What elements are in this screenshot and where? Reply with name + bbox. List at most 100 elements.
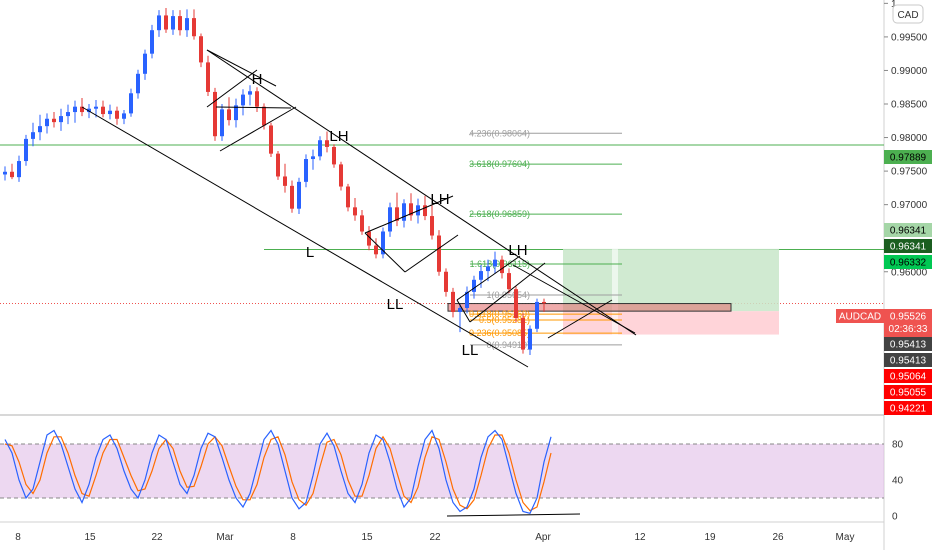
candle-body <box>143 53 147 74</box>
axis-layer: 1 0.99500 0.99000 0.98500 0.98000 0.97500 0.97… <box>15 0 927 543</box>
fib-layer: 4.236(0.98064) 3.618(0.97604) 2.618(0.9685… <box>469 128 622 350</box>
osc-tick-label: 0 <box>892 512 898 523</box>
price-tick-label: 0.97500 <box>891 167 928 178</box>
currency-button[interactable]: CAD <box>892 4 924 24</box>
candle-body <box>388 207 392 232</box>
price-tag-label: 0.94221 <box>890 404 927 415</box>
candle-body <box>472 279 476 292</box>
price-tag <box>884 385 932 399</box>
profit-zone <box>563 248 779 312</box>
trendline <box>512 264 636 334</box>
trendline <box>206 49 637 336</box>
candle-body <box>311 156 315 160</box>
price-tick-label: 0.98500 <box>891 100 928 111</box>
main-pane-bg <box>0 0 884 414</box>
candle-body <box>465 291 469 308</box>
candle-body <box>332 146 336 165</box>
price-tick-label: 0.96000 <box>891 267 928 278</box>
price-tag-label: 0.96341 <box>890 226 927 237</box>
candle-body <box>157 15 161 31</box>
candle-body <box>122 113 126 119</box>
fib-level-label: 1.618(0.96115) <box>470 259 530 269</box>
pattern-label: LL <box>387 296 404 313</box>
candle-body <box>94 106 98 109</box>
candle-body <box>234 105 238 121</box>
price-tag-label: 0.95413 <box>890 340 927 351</box>
price-tag-label: 0.96341 <box>890 242 927 253</box>
candle-body <box>430 216 434 236</box>
trendline <box>469 262 546 323</box>
time-tick-label: Mar <box>216 532 234 543</box>
candle-body <box>3 171 7 175</box>
candle-body <box>185 18 189 31</box>
trendline <box>81 106 529 368</box>
candle-body <box>528 328 532 350</box>
trendline <box>215 106 292 109</box>
pattern-label: L <box>306 244 314 261</box>
fib-level-label: 0.618(0.95369) <box>469 309 530 319</box>
candle-body <box>514 289 518 319</box>
candle-body <box>10 171 14 178</box>
candle-body <box>290 185 294 209</box>
fib-level-label: 4.236(0.98064) <box>469 128 530 138</box>
candle-body <box>17 161 21 178</box>
candle-body <box>451 291 455 313</box>
oscillator-layer <box>0 429 884 517</box>
price-tag <box>884 337 932 351</box>
price-tag <box>884 369 932 383</box>
candle-body <box>493 259 497 267</box>
candle-body <box>66 112 70 117</box>
trendline <box>206 69 258 108</box>
candle-body <box>178 16 182 31</box>
candle-body <box>521 318 525 350</box>
candle-body <box>52 118 56 123</box>
candle-body <box>38 126 42 133</box>
trendline <box>364 195 454 234</box>
trendline <box>219 106 297 152</box>
candle-body <box>220 109 224 137</box>
candle-body <box>437 235 441 272</box>
time-tick-label: 22 <box>151 532 163 543</box>
osc-band <box>0 444 884 498</box>
time-tick-label: 26 <box>772 532 784 543</box>
candle-body <box>542 301 546 304</box>
countdown-label: 02:36:33 <box>889 324 928 335</box>
candle-body <box>129 93 133 114</box>
candle-body <box>164 15 168 30</box>
candle-body <box>115 110 119 119</box>
candle-body <box>360 215 364 232</box>
price-tick-label: 0.99000 <box>891 66 928 77</box>
price-tick-label: 0.98000 <box>891 133 928 144</box>
price-tag <box>884 401 932 415</box>
candle-body <box>479 271 483 280</box>
candle-body <box>276 153 280 177</box>
pattern-label: LH <box>430 191 449 208</box>
time-tick-label: 19 <box>704 532 716 543</box>
candle-body <box>395 207 399 221</box>
candle-body <box>367 231 371 246</box>
pattern-label: H <box>252 71 263 88</box>
price-tag-label: 0.95055 <box>890 388 927 399</box>
grid-layer <box>0 0 885 550</box>
pattern-label: LL <box>462 342 479 359</box>
candle-body <box>535 301 539 329</box>
candle-body <box>262 106 266 126</box>
price-tick-label: 0.99500 <box>891 32 928 43</box>
symbol-tag-label: AUDCAD <box>839 312 881 323</box>
candle-body <box>318 140 322 157</box>
candle-body <box>444 271 448 292</box>
candle-body <box>136 73 140 94</box>
price-tag-label: 0.95526 <box>890 312 927 323</box>
trendline <box>456 299 471 323</box>
price-tick-label: 0.97000 <box>891 200 928 211</box>
fib-level-label: 0.5(0.95281) <box>479 315 530 325</box>
time-tick-label: 12 <box>634 532 646 543</box>
candle-body <box>108 110 112 115</box>
zone-divider <box>612 248 618 335</box>
candle-body <box>73 106 77 113</box>
candle-body <box>87 108 91 113</box>
time-tick-label: May <box>836 532 855 543</box>
price-tag <box>884 239 932 253</box>
